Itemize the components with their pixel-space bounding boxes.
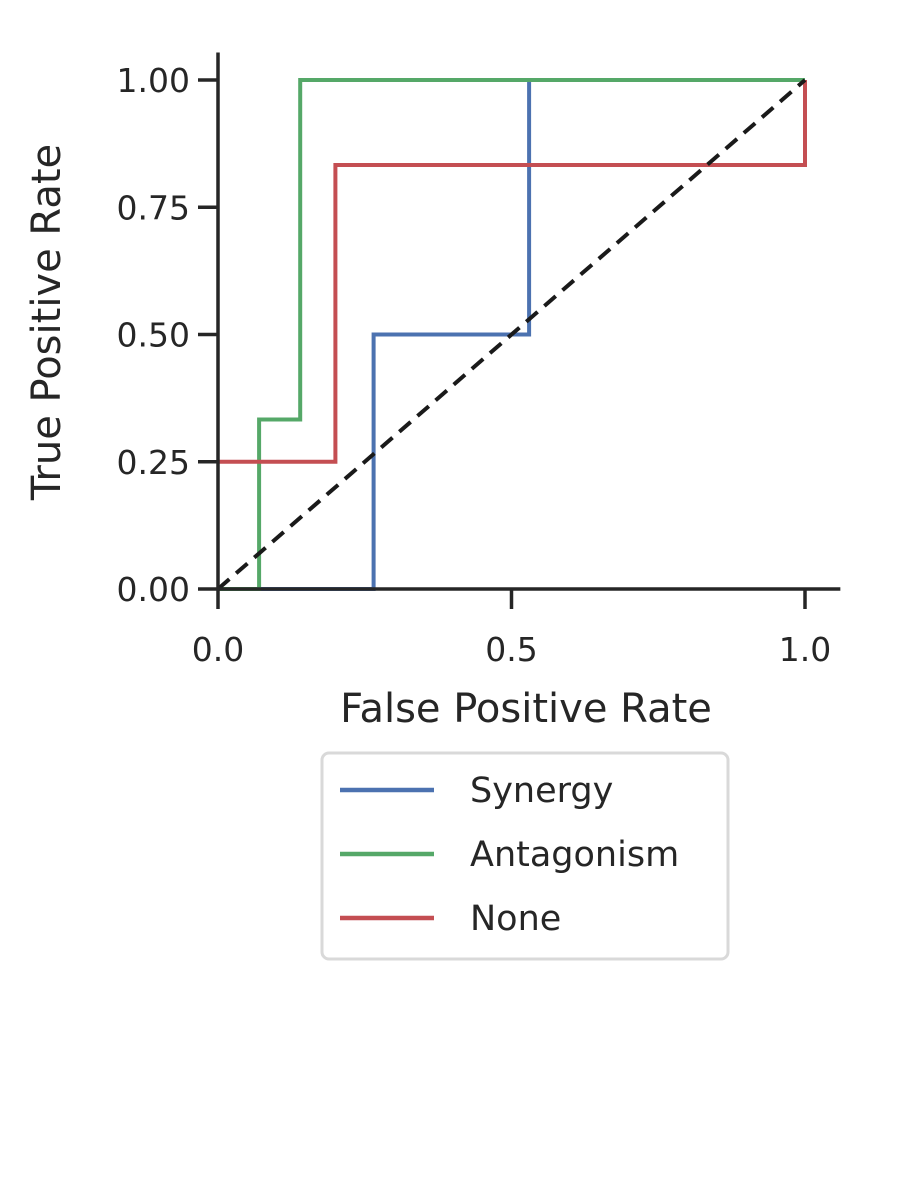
y-tick-label: 0.25: [117, 443, 190, 482]
ticks: 0.0 0.5 1.0 0.00 0.25 0.50 0.75 1.00: [117, 61, 832, 669]
axes: [216, 52, 841, 591]
legend: Synergy Antagonism None: [320, 751, 730, 961]
y-axis-title: True Positive Rate: [24, 144, 70, 501]
legend-label-antagonism: Antagonism: [470, 835, 679, 875]
legend-label-none: None: [470, 899, 561, 939]
y-tick-label: 0.00: [117, 570, 190, 609]
legend-box: [320, 751, 730, 961]
y-tick-label: 0.75: [117, 188, 190, 227]
plot-lines: [216, 78, 807, 591]
x-axis-title: False Positive Rate: [340, 686, 712, 732]
series-line-none: [218, 80, 807, 464]
legend-label-synergy: Synergy: [470, 771, 613, 811]
x-tick-label: 1.0: [779, 630, 831, 669]
x-tick-label: 0.5: [485, 630, 537, 669]
x-tick-label: 0.0: [192, 630, 244, 669]
y-tick-label: 0.50: [117, 316, 190, 355]
chance-diagonal-line: [216, 78, 807, 591]
y-tick-label: 1.00: [117, 61, 190, 100]
